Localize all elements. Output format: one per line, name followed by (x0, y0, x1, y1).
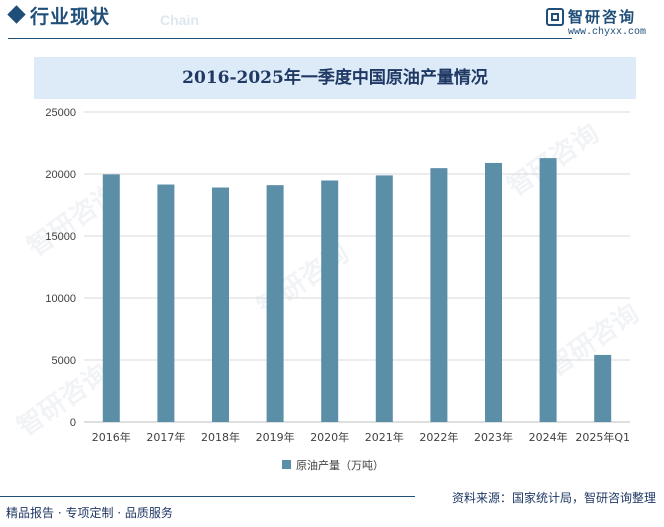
header: 行业现状 Chain 智研咨询 www.chyxx.com (0, 0, 664, 40)
y-tick-label: 25000 (45, 107, 76, 119)
bar (539, 158, 557, 422)
footer-divider (0, 496, 415, 497)
legend-swatch (282, 460, 291, 469)
bar (485, 162, 502, 422)
bar-chart: 0 5000 10000 15000 20000 25000 2016年 2017年 2018年… (45, 107, 630, 472)
x-tick-label: 2017年 (146, 430, 185, 444)
source-note: 资料来源：国家统计局，智研咨询整理 (451, 491, 656, 505)
footer-tagline: 精品报告 · 专项定制 · 品质服务 (6, 506, 173, 520)
y-tick-label: 5000 (52, 355, 76, 367)
bar (375, 175, 393, 422)
header-divider (8, 38, 572, 39)
bar (266, 185, 284, 422)
x-tick-label: 2022年 (419, 430, 458, 444)
x-tick-label: 2018年 (201, 430, 240, 444)
chart-title-bar: 2016-2025年一季度中国原油产量情况 (34, 57, 636, 99)
bar (321, 180, 339, 422)
bar (102, 174, 120, 422)
chart-title: 2016-2025年一季度中国原油产量情况 (182, 68, 488, 88)
y-tick-label: 15000 (45, 231, 76, 243)
section-title: 行业现状 (30, 6, 111, 28)
section-subtitle: Chain (160, 12, 199, 28)
x-tick-label: 2021年 (365, 430, 404, 444)
bar (212, 187, 229, 422)
x-tick-label: 2023年 (474, 430, 513, 444)
bar (594, 354, 612, 422)
legend-label: 原油产量（万吨） (296, 458, 384, 472)
x-tick-label: 2019年 (256, 430, 295, 444)
logo-icon (546, 8, 564, 26)
x-tick-label: 2024年 (529, 430, 568, 444)
logo: 智研咨询 www.chyxx.com (546, 6, 656, 40)
x-tick-label: 2025年Q1 (575, 430, 630, 444)
y-tick-label: 0 (70, 417, 76, 429)
x-tick-label: 2020年 (310, 430, 349, 444)
y-tick-label: 10000 (45, 293, 76, 305)
bar (157, 184, 175, 422)
x-tick-label: 2016年 (92, 430, 131, 444)
logo-name: 智研咨询 (568, 8, 637, 26)
bar (430, 168, 448, 422)
y-tick-label: 20000 (45, 169, 76, 181)
logo-url: www.chyxx.com (568, 27, 647, 38)
